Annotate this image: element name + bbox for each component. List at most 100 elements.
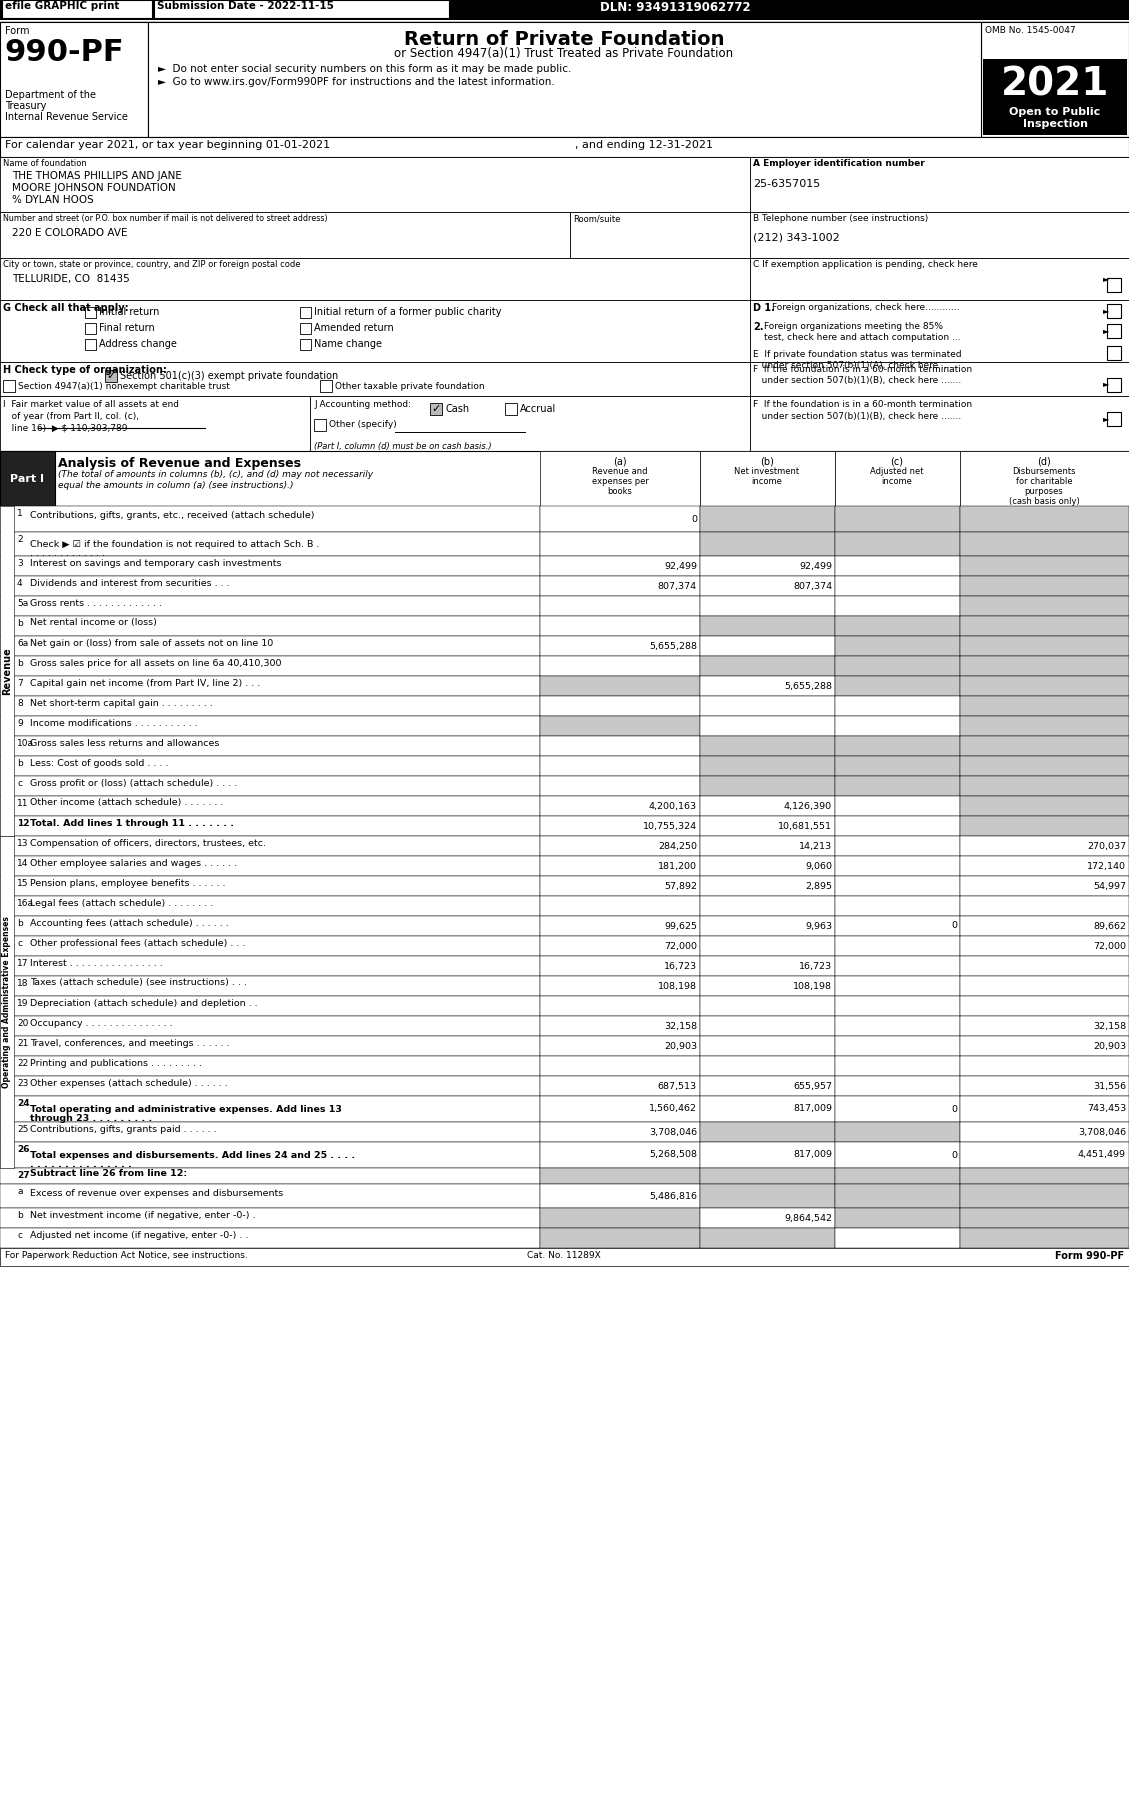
Bar xyxy=(0,755,540,777)
Text: 9,060: 9,060 xyxy=(805,861,832,870)
Bar xyxy=(835,777,960,797)
Bar xyxy=(1108,345,1121,360)
Bar xyxy=(960,1228,1129,1248)
Text: Printing and publications . . . . . . . . .: Printing and publications . . . . . . . … xyxy=(30,1059,202,1068)
Bar xyxy=(0,300,750,361)
Text: 13: 13 xyxy=(17,840,28,849)
Text: 8: 8 xyxy=(17,699,23,708)
Text: Gross rents . . . . . . . . . . . . .: Gross rents . . . . . . . . . . . . . xyxy=(30,599,163,608)
Text: Number and street (or P.O. box number if mail is not delivered to street address: Number and street (or P.O. box number if… xyxy=(3,214,327,223)
Text: Net gain or (loss) from sale of assets not on line 10: Net gain or (loss) from sale of assets n… xyxy=(30,638,273,647)
Text: 817,009: 817,009 xyxy=(793,1104,832,1113)
Bar xyxy=(960,505,1129,532)
Text: Taxes (attach schedule) (see instructions) . . .: Taxes (attach schedule) (see instruction… xyxy=(30,978,247,987)
Text: G Check all that apply:: G Check all that apply: xyxy=(3,304,129,313)
Text: Department of the: Department of the xyxy=(5,90,96,101)
Text: Part I: Part I xyxy=(10,475,44,484)
Bar xyxy=(0,856,540,876)
Bar xyxy=(960,976,1129,996)
Bar xyxy=(0,915,540,937)
Text: 687,513: 687,513 xyxy=(658,1082,697,1091)
Text: Room/suite: Room/suite xyxy=(574,214,620,223)
Bar xyxy=(835,1185,960,1208)
Bar xyxy=(835,996,960,1016)
Bar xyxy=(0,777,540,797)
Bar xyxy=(835,505,960,532)
Bar xyxy=(540,836,700,856)
Bar xyxy=(0,937,540,957)
Text: 5,268,508: 5,268,508 xyxy=(649,1151,697,1160)
Text: 2021: 2021 xyxy=(1000,65,1109,102)
Text: Disbursements: Disbursements xyxy=(1013,467,1076,476)
Bar xyxy=(0,22,148,137)
Bar xyxy=(0,451,55,505)
Bar xyxy=(835,976,960,996)
Text: 72,000: 72,000 xyxy=(1093,942,1126,951)
Bar xyxy=(540,1228,700,1248)
Bar xyxy=(540,636,700,656)
Text: 9,864,542: 9,864,542 xyxy=(784,1214,832,1223)
Bar xyxy=(960,1055,1129,1075)
Bar xyxy=(700,957,835,976)
Bar xyxy=(1108,304,1121,318)
Bar xyxy=(835,556,960,575)
Bar xyxy=(700,696,835,716)
Text: Cat. No. 11289X: Cat. No. 11289X xyxy=(527,1251,601,1260)
Text: 5,655,288: 5,655,288 xyxy=(784,681,832,690)
Text: 25-6357015: 25-6357015 xyxy=(753,180,821,189)
Text: 1,560,462: 1,560,462 xyxy=(649,1104,697,1113)
Bar xyxy=(540,937,700,957)
Text: 22: 22 xyxy=(17,1059,28,1068)
Text: . . . . . . . . . . . . . . .: . . . . . . . . . . . . . . . xyxy=(30,1160,132,1169)
Text: C If exemption application is pending, check here: C If exemption application is pending, c… xyxy=(753,261,978,270)
Bar xyxy=(540,1097,700,1122)
Bar xyxy=(0,696,540,716)
Text: of year (from Part II, col. (c),: of year (from Part II, col. (c), xyxy=(3,412,139,421)
Text: City or town, state or province, country, and ZIP or foreign postal code: City or town, state or province, country… xyxy=(3,261,300,270)
Text: J Accounting method:: J Accounting method: xyxy=(314,399,411,408)
Text: 19: 19 xyxy=(17,1000,28,1009)
Bar xyxy=(0,976,540,996)
Bar xyxy=(0,836,14,1169)
Text: 92,499: 92,499 xyxy=(664,561,697,570)
Text: b: b xyxy=(17,759,23,768)
Bar xyxy=(960,915,1129,937)
Text: b: b xyxy=(17,1212,23,1221)
Text: 89,662: 89,662 xyxy=(1093,922,1126,931)
Text: 27: 27 xyxy=(17,1170,29,1179)
Bar xyxy=(148,22,981,137)
Bar xyxy=(835,937,960,957)
Text: c: c xyxy=(17,1232,21,1241)
Bar xyxy=(540,957,700,976)
Text: 5,486,816: 5,486,816 xyxy=(649,1192,697,1201)
Text: b: b xyxy=(17,919,23,928)
Bar xyxy=(540,617,700,636)
Bar xyxy=(960,816,1129,836)
Text: Other professional fees (attach schedule) . . .: Other professional fees (attach schedule… xyxy=(30,939,245,948)
Bar xyxy=(0,1248,1129,1266)
Text: Gross sales less returns and allowances: Gross sales less returns and allowances xyxy=(30,739,219,748)
Text: ✓: ✓ xyxy=(431,405,440,414)
Text: Net investment income (if negative, enter -0-) .: Net investment income (if negative, ente… xyxy=(30,1210,255,1219)
Text: Form: Form xyxy=(5,25,29,36)
Text: B Telephone number (see instructions): B Telephone number (see instructions) xyxy=(753,214,928,223)
Bar xyxy=(540,755,700,777)
Bar xyxy=(2,0,152,18)
Bar xyxy=(700,1122,835,1142)
Text: Other taxable private foundation: Other taxable private foundation xyxy=(335,381,484,390)
Bar xyxy=(0,1097,540,1122)
Bar xyxy=(960,451,1129,505)
Text: for charitable: for charitable xyxy=(1016,476,1073,485)
Text: under section 507(b)(1)(B), check here .......: under section 507(b)(1)(B), check here .… xyxy=(753,376,961,385)
Bar xyxy=(85,340,96,351)
Bar xyxy=(700,1185,835,1208)
Text: 0: 0 xyxy=(951,1151,957,1160)
Bar xyxy=(0,895,540,915)
Bar xyxy=(540,895,700,915)
Bar xyxy=(540,1016,700,1036)
Text: 108,198: 108,198 xyxy=(793,982,832,991)
Text: 1: 1 xyxy=(17,509,23,518)
Text: Dividends and interest from securities . . .: Dividends and interest from securities .… xyxy=(30,579,229,588)
Text: (a): (a) xyxy=(613,457,627,466)
Bar xyxy=(700,996,835,1016)
